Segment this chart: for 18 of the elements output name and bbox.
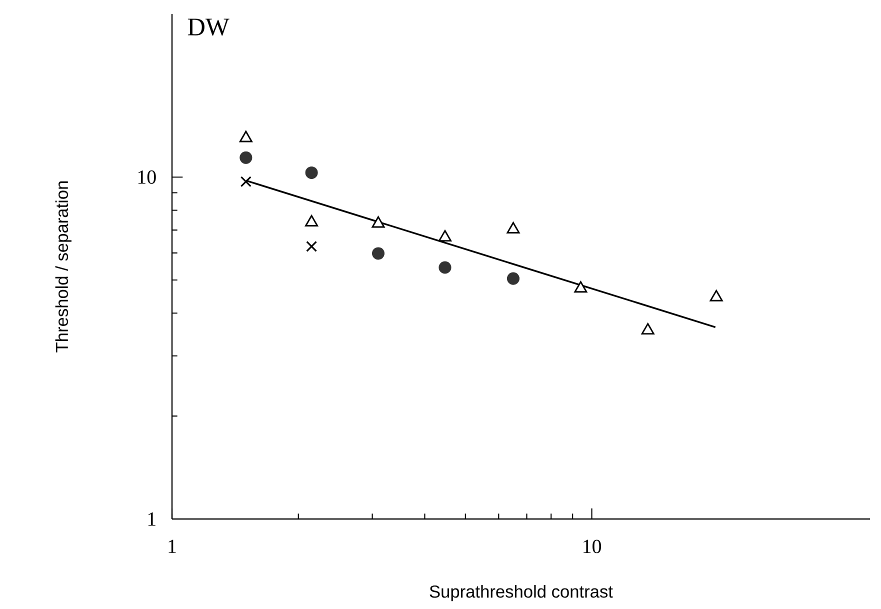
point [239, 130, 252, 142]
point [306, 240, 318, 252]
point [574, 281, 588, 293]
chart-title: DW [188, 18, 230, 36]
point [372, 247, 385, 260]
point [305, 215, 318, 226]
point [240, 176, 252, 188]
point [438, 230, 452, 242]
point [305, 166, 318, 179]
point [710, 290, 723, 302]
point [438, 261, 452, 274]
point [506, 222, 520, 234]
y-axis-title: Threshold / separation [55, 181, 72, 352]
point [372, 216, 385, 228]
point [240, 151, 252, 164]
point [506, 272, 520, 285]
point [641, 323, 654, 335]
x-axis-title: Suprathreshold contrast [430, 585, 613, 602]
